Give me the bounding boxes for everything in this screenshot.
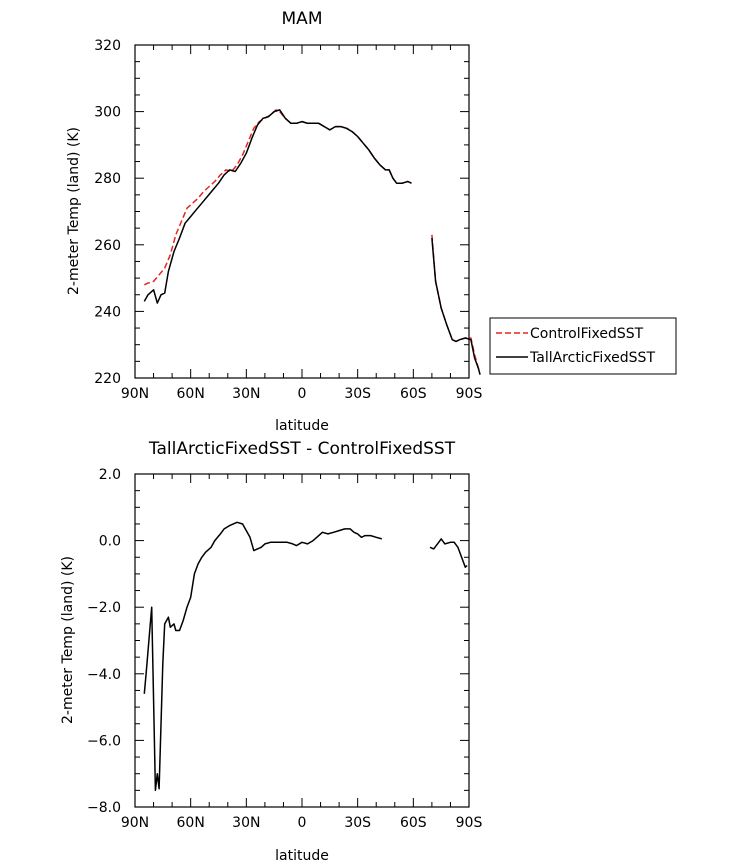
- y-tick-label: 260: [94, 238, 121, 254]
- x-axis: 90N 60N 30N 0 30S 60S 90S: [121, 474, 483, 831]
- x-tick-label: 90N: [121, 815, 149, 831]
- x-tick-label: 60N: [177, 386, 205, 402]
- series-line-1: [431, 238, 481, 375]
- y-axis-label: 2-meter Temp (land) (K): [66, 127, 82, 295]
- x-tick-label: 60S: [400, 386, 427, 402]
- y-axis-label: 2-meter Temp (land) (K): [60, 556, 76, 724]
- y-tick-label: 300: [94, 105, 121, 121]
- y-axis: −8.0 −6.0 −4.0 −2.0 0.0 2.0: [87, 467, 469, 816]
- chart-title: MAM: [282, 9, 323, 29]
- plot-frame: [134, 473, 470, 808]
- x-tick-label: 30N: [232, 386, 260, 402]
- bottom-panel: TallArcticFixedSST - ControlFixedSST lat…: [60, 439, 482, 864]
- series-group: [143, 521, 468, 792]
- series-line-0: [143, 109, 412, 286]
- y-tick-label: 320: [94, 38, 121, 54]
- top-panel: MAM latitude 2-meter Temp (land) (K) 90N…: [66, 9, 482, 434]
- y-tick-label: 0.0: [99, 534, 121, 550]
- x-tick-label: 60N: [177, 815, 205, 831]
- y-tick-label: 220: [94, 371, 121, 387]
- series-line-1: [143, 109, 412, 304]
- chart-title: TallArcticFixedSST - ControlFixedSST: [148, 439, 456, 459]
- x-tick-label: 90S: [456, 815, 483, 831]
- x-tick-label: 30N: [232, 815, 260, 831]
- x-axis-label: latitude: [275, 848, 329, 864]
- legend-label-tallarctic: TallArcticFixedSST: [529, 350, 655, 366]
- x-axis: 90N 60N 30N 0 30S 60S 90S: [121, 45, 483, 402]
- y-axis: 220 240 260 280 300 320: [94, 38, 469, 387]
- legend-label-control: ControlFixedSST: [530, 326, 644, 342]
- y-tick-label: 280: [94, 171, 121, 187]
- x-tick-label: 90S: [456, 386, 483, 402]
- legend-box: [489, 317, 677, 375]
- x-tick-label: 0: [298, 815, 307, 831]
- x-tick-label: 90N: [121, 386, 149, 402]
- y-tick-label: −8.0: [87, 800, 121, 816]
- y-tick-label: −4.0: [87, 667, 121, 683]
- x-tick-label: 0: [298, 386, 307, 402]
- series-line-0: [429, 538, 468, 568]
- legend: ControlFixedSST TallArcticFixedSST: [489, 317, 677, 375]
- x-tick-label: 30S: [344, 815, 371, 831]
- x-tick-label: 30S: [344, 386, 371, 402]
- x-axis-label: latitude: [275, 418, 329, 434]
- series-line-0: [143, 521, 383, 792]
- x-tick-label: 60S: [400, 815, 427, 831]
- series-group: [143, 109, 481, 375]
- y-tick-label: 2.0: [99, 467, 121, 483]
- y-tick-label: −6.0: [87, 733, 121, 749]
- y-tick-label: −2.0: [87, 600, 121, 616]
- plot-frame: [134, 44, 470, 379]
- y-tick-label: 240: [94, 304, 121, 320]
